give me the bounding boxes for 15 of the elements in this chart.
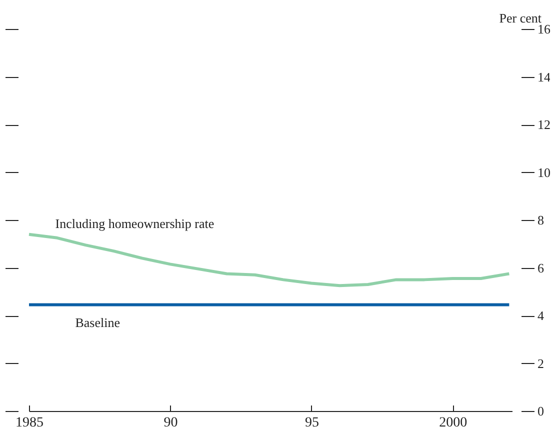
y-tick-label: 4 bbox=[538, 308, 544, 323]
y-tick-label: 12 bbox=[538, 117, 550, 132]
y-tick-label: 8 bbox=[538, 212, 544, 228]
y-tick-label: 6 bbox=[538, 260, 544, 276]
y-tick-label: 14 bbox=[538, 69, 551, 84]
y-tick-label: 0 bbox=[538, 404, 544, 418]
y-tick-label: 10 bbox=[538, 164, 550, 180]
x-tick-label: 2000 bbox=[439, 416, 468, 430]
y-tick-label: 2 bbox=[538, 356, 544, 371]
line-series bbox=[28, 232, 511, 288]
x-tick-label: 90 bbox=[164, 416, 178, 430]
series-label: Baseline bbox=[75, 314, 120, 330]
series-label: Including homeownership rate bbox=[55, 216, 214, 231]
x-tick-label: 95 bbox=[304, 416, 319, 430]
x-tick-label: 1985 bbox=[16, 416, 44, 430]
